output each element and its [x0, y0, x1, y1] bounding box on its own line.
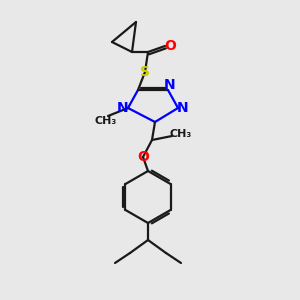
Text: N: N [164, 78, 176, 92]
Text: S: S [140, 65, 150, 79]
Text: O: O [164, 39, 176, 53]
Text: O: O [137, 150, 149, 164]
Text: N: N [177, 101, 189, 115]
Text: N: N [117, 101, 129, 115]
Text: CH₃: CH₃ [170, 129, 192, 139]
Text: CH₃: CH₃ [95, 116, 117, 126]
